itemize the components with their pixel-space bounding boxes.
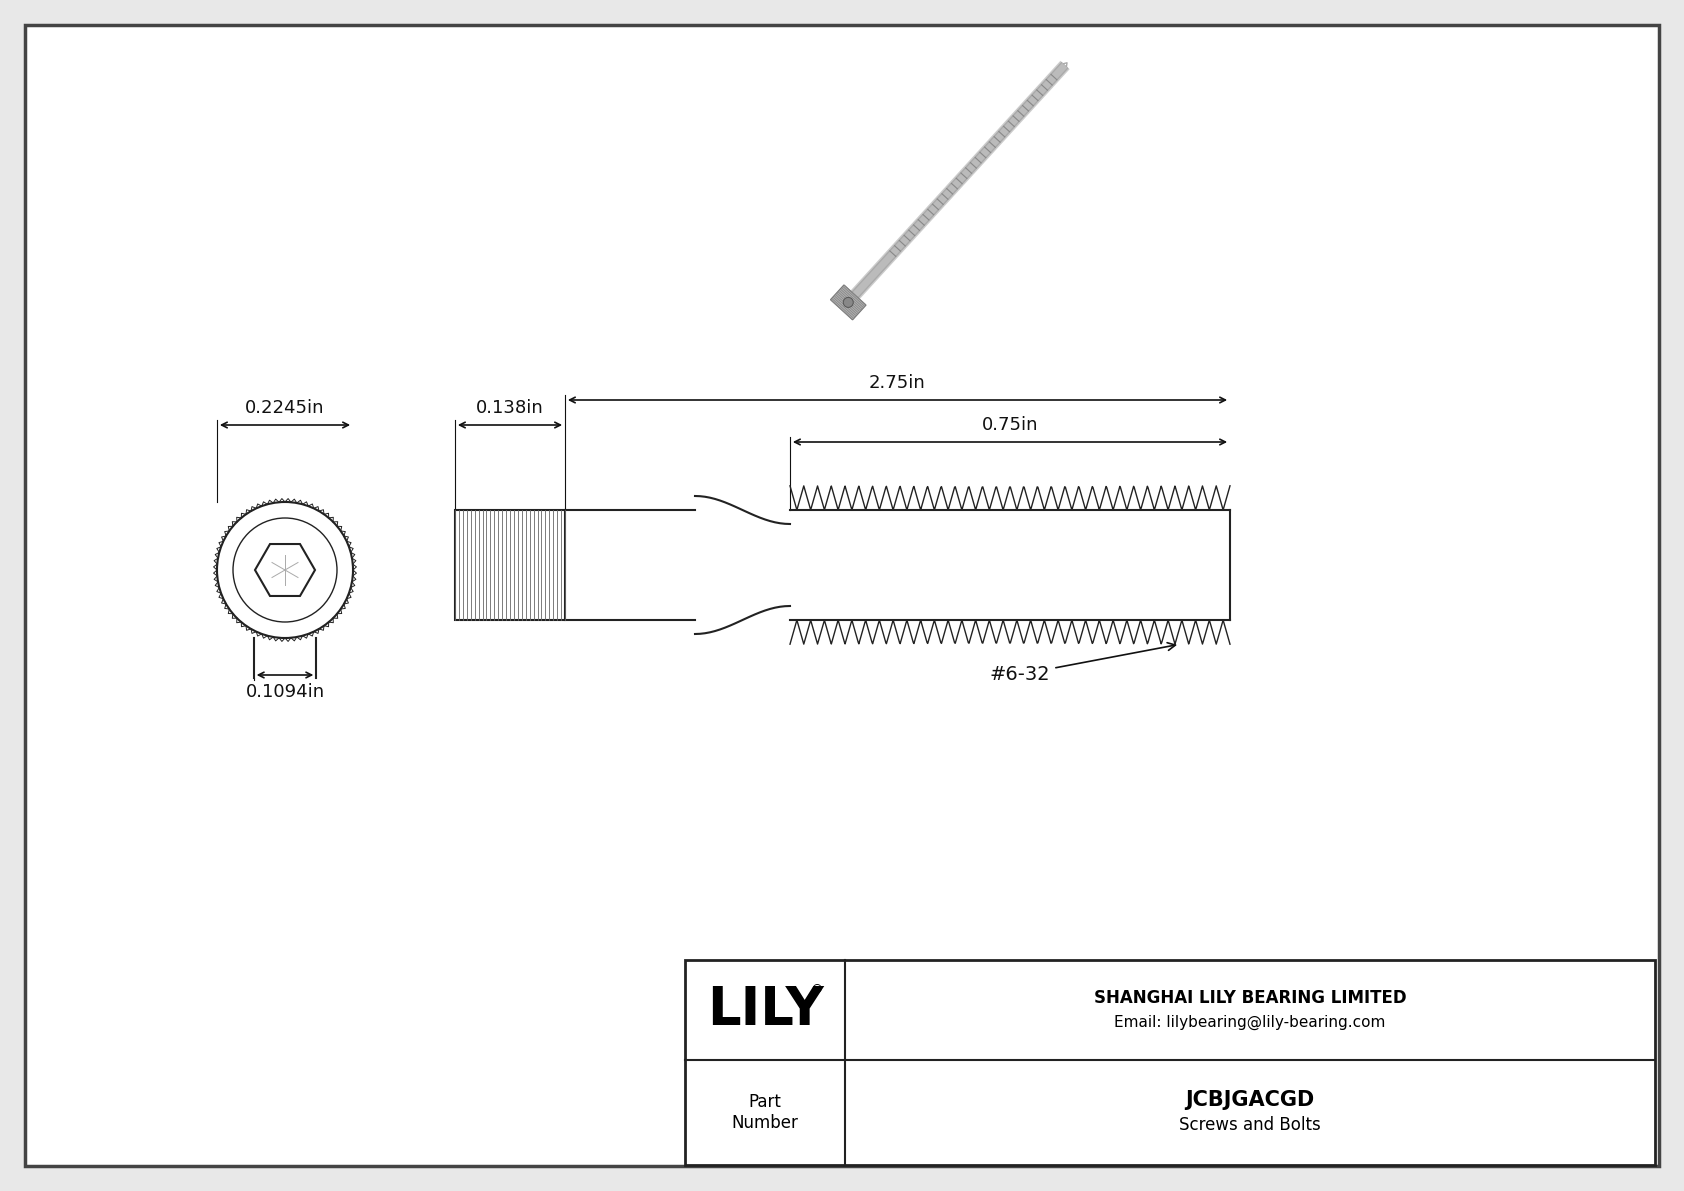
Text: SHANGHAI LILY BEARING LIMITED: SHANGHAI LILY BEARING LIMITED <box>1093 989 1406 1008</box>
Text: LILY: LILY <box>707 984 823 1036</box>
Circle shape <box>844 298 854 307</box>
Text: Email: lilybearing@lily-bearing.com: Email: lilybearing@lily-bearing.com <box>1115 1015 1386 1029</box>
Text: #6-32: #6-32 <box>990 643 1175 684</box>
Polygon shape <box>830 285 866 320</box>
Text: 0.75in: 0.75in <box>982 416 1039 434</box>
Text: 0.2245in: 0.2245in <box>246 399 325 417</box>
Text: JCBJGACGD: JCBJGACGD <box>1186 1091 1315 1110</box>
Bar <box>685 960 1655 1165</box>
Text: Screws and Bolts: Screws and Bolts <box>1179 1116 1320 1134</box>
Text: Part
Number: Part Number <box>731 1093 798 1131</box>
Text: ®: ® <box>810 984 823 997</box>
Text: 2.75in: 2.75in <box>869 374 926 392</box>
Polygon shape <box>254 544 315 596</box>
Text: 0.138in: 0.138in <box>477 399 544 417</box>
Text: 0.1094in: 0.1094in <box>246 682 325 701</box>
Bar <box>455 510 566 621</box>
